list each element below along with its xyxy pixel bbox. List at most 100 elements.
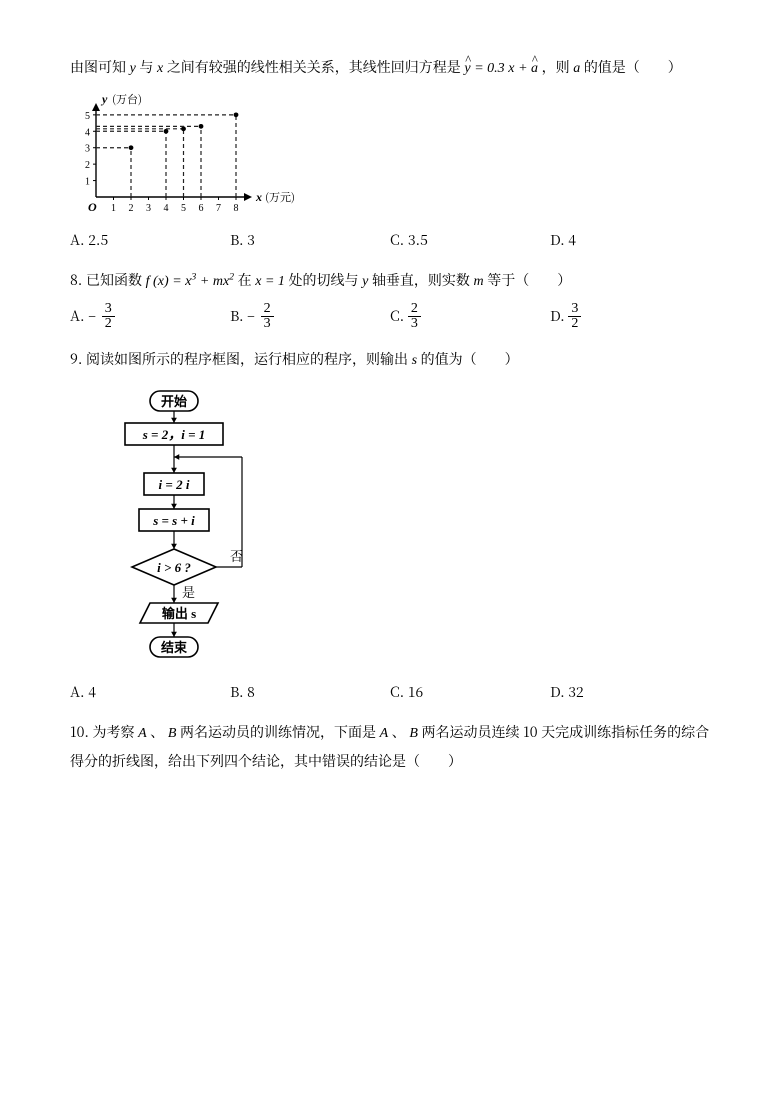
- svg-text:2: 2: [85, 160, 90, 171]
- txt: 之间有较强的线性相关关系，其线性回归方程是: [167, 57, 465, 77]
- fraction: 32: [568, 302, 581, 332]
- opt-b: B. − 23: [230, 302, 390, 332]
- svg-text:i = 2 i: i = 2 i: [159, 477, 190, 492]
- var-x: x: [157, 61, 163, 76]
- plus: +: [200, 274, 213, 289]
- var-m: m: [213, 274, 223, 289]
- txt: 9. 阅读如图所示的程序框图，运行相应的程序，则输出: [70, 349, 412, 369]
- var-a: A: [138, 726, 147, 741]
- var-y: y: [362, 274, 368, 289]
- svg-text:1: 1: [85, 176, 90, 187]
- exp: 2: [229, 272, 234, 283]
- txt: 的值是（ ）: [584, 57, 682, 77]
- opt-b: B. 3: [230, 227, 390, 254]
- svg-text:x: x: [255, 190, 262, 204]
- q8-options: A. − 32 B. − 23 C. 23 D. 32: [70, 302, 710, 332]
- txt: +: [518, 61, 531, 76]
- opt-c: C. 3.5: [390, 227, 550, 254]
- hat-a: a: [531, 56, 538, 83]
- opt-c: C. 16: [390, 679, 550, 706]
- var-b: B: [409, 726, 418, 741]
- svg-text:3: 3: [146, 203, 151, 214]
- svg-text:5: 5: [181, 203, 186, 214]
- txt: = 0.3: [474, 61, 504, 76]
- svg-text:s = s + i: s = s + i: [152, 513, 195, 528]
- var-a: A: [380, 726, 389, 741]
- var-m: m: [474, 274, 484, 289]
- den: 2: [568, 317, 581, 332]
- opt-b: B. 8: [230, 679, 390, 706]
- var-f: f: [146, 274, 150, 289]
- opt-c: C. 23: [390, 302, 550, 332]
- fraction: 23: [261, 302, 274, 332]
- txt: 两名运动员的训练情况，下面是: [180, 722, 380, 742]
- den: 3: [261, 317, 274, 332]
- hat-y: y: [464, 56, 470, 83]
- den: 3: [408, 317, 421, 332]
- svg-text:7: 7: [216, 203, 221, 214]
- txt: 8. 已知函数: [70, 270, 146, 290]
- var-b: B: [168, 726, 177, 741]
- label: A.: [70, 306, 85, 326]
- svg-text:4: 4: [164, 203, 169, 214]
- svg-text:4: 4: [85, 127, 90, 138]
- q9-text: 9. 阅读如图所示的程序框图，运行相应的程序，则输出 s 的值为（ ）: [70, 346, 710, 375]
- svg-text:结束: 结束: [161, 640, 188, 655]
- svg-text:否: 否: [230, 546, 243, 565]
- opt-a: A. 2.5: [70, 227, 230, 254]
- opt-d: D. 32: [550, 302, 710, 332]
- opt-d: D. 32: [550, 679, 710, 706]
- q10-text: 10. 为考察 A 、 B 两名运动员的训练情况，下面是 A 、 B 两名运动员…: [70, 719, 710, 774]
- opt-a: A. − 32: [70, 302, 230, 332]
- opt-a: A. 4: [70, 679, 230, 706]
- svg-text:2: 2: [129, 203, 134, 214]
- q9-options: A. 4 B. 8 C. 16 D. 32: [70, 679, 710, 706]
- svg-text:(万元): (万元): [265, 189, 295, 205]
- txt: 的值为（ ）: [421, 349, 519, 369]
- txt: 轴垂直，则实数: [372, 270, 474, 290]
- svg-text:s = 2，i = 1: s = 2，i = 1: [142, 427, 206, 442]
- exp: 3: [191, 272, 196, 283]
- txt: ，则: [542, 57, 574, 77]
- txt: 与: [139, 57, 157, 77]
- svg-text:3: 3: [85, 143, 90, 154]
- txt: 在: [238, 270, 256, 290]
- txt: 10. 为考察: [70, 722, 138, 742]
- txt: 处的切线与: [289, 270, 363, 290]
- q8-text: 8. 已知函数 f (x) = x3 + mx2 在 x = 1 处的切线与 y…: [70, 267, 710, 296]
- eq1: = 1: [261, 274, 284, 289]
- q7-intro: 由图可知 y 与 x 之间有较强的线性相关关系，其线性回归方程是 y = 0.3…: [70, 54, 710, 83]
- num: 2: [261, 302, 274, 318]
- var-a: a: [573, 61, 580, 76]
- svg-text:O: O: [88, 200, 97, 214]
- svg-text:(万台): (万台): [112, 91, 142, 107]
- minus-icon: −: [88, 310, 96, 325]
- txt: 由图可知: [70, 57, 130, 77]
- var-s: s: [412, 353, 417, 368]
- label: D.: [550, 306, 565, 326]
- flowchart: 开始 s = 2，i = 1 i = 2 i s = s + i i > 6 ? 否是输出…: [70, 381, 710, 671]
- opt-d: D. 4: [550, 227, 710, 254]
- svg-text:输出 s: 输出 s: [162, 606, 196, 621]
- var-x: x: [508, 61, 514, 76]
- svg-text:i > 6 ?: i > 6 ?: [157, 560, 191, 575]
- txt: 、: [392, 722, 406, 742]
- svg-text:是: 是: [182, 582, 195, 601]
- flow-svg: 开始 s = 2，i = 1 i = 2 i s = s + i i > 6 ? 否是输出…: [70, 381, 250, 671]
- txt: 等于（ ）: [487, 270, 571, 290]
- scatter-svg: 1234567812345Oy(万台)x(万元): [70, 89, 300, 219]
- num: 3: [102, 302, 115, 318]
- rp: ): [164, 274, 169, 289]
- txt: 两名运动员连续 10 天完成训练指标任务的综合得分的折线图，给出下列四个结论，其…: [70, 722, 709, 771]
- svg-text:8: 8: [234, 203, 239, 214]
- minus-icon: −: [247, 310, 255, 325]
- svg-text:6: 6: [199, 203, 204, 214]
- label: C.: [390, 306, 404, 326]
- svg-text:1: 1: [111, 203, 116, 214]
- eq: =: [172, 274, 185, 289]
- q7-options: A. 2.5 B. 3 C. 3.5 D. 4: [70, 227, 710, 254]
- var-y: y: [130, 61, 136, 76]
- svg-text:开始: 开始: [161, 394, 187, 409]
- fraction: 23: [408, 302, 421, 332]
- fraction: 32: [102, 302, 115, 332]
